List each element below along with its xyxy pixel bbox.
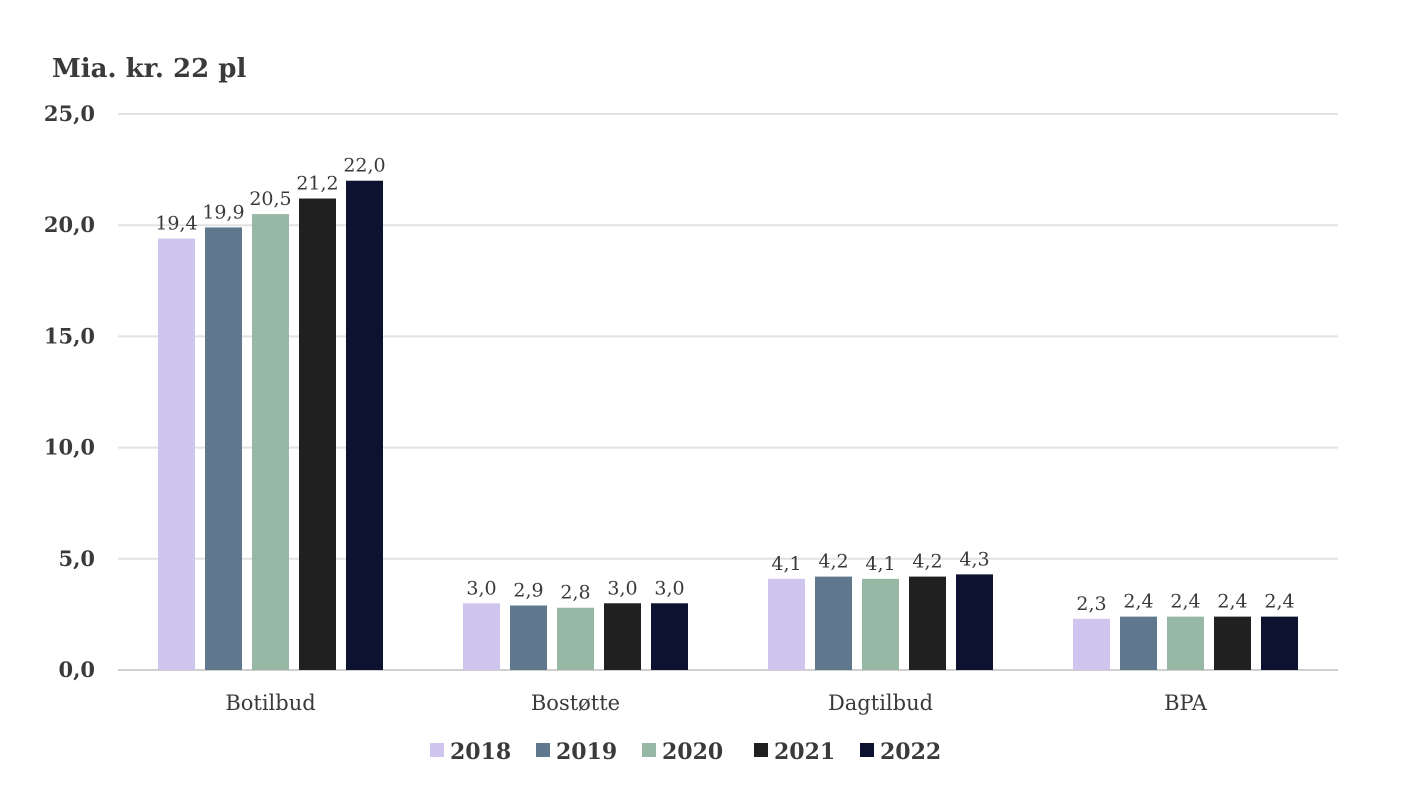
legend-label: 2021 bbox=[774, 739, 835, 765]
data-label: 2,3 bbox=[1076, 593, 1106, 615]
bar bbox=[463, 603, 500, 670]
data-label: 19,9 bbox=[202, 201, 244, 223]
bar bbox=[299, 198, 336, 670]
bar bbox=[1167, 616, 1204, 670]
bar bbox=[1073, 618, 1110, 670]
bar bbox=[158, 238, 195, 670]
x-tick-label: Bostøtte bbox=[531, 691, 620, 715]
bar bbox=[205, 227, 242, 670]
legend-label: 2022 bbox=[880, 739, 941, 765]
y-tick-label: 15,0 bbox=[44, 323, 95, 348]
x-tick-label: Botilbud bbox=[225, 691, 315, 715]
data-label: 4,2 bbox=[912, 551, 942, 573]
y-tick-label: 20,0 bbox=[44, 212, 95, 237]
data-label: 2,4 bbox=[1217, 591, 1247, 613]
bar bbox=[1261, 616, 1298, 670]
data-label: 4,2 bbox=[818, 551, 848, 573]
legend-swatch bbox=[754, 743, 768, 757]
bar bbox=[510, 605, 547, 670]
data-label: 20,5 bbox=[249, 188, 291, 210]
data-label: 4,1 bbox=[771, 553, 801, 575]
legend-swatch bbox=[642, 743, 656, 757]
legend-label: 2020 bbox=[662, 739, 723, 765]
bar bbox=[604, 603, 641, 670]
y-axis: 0,0 5,0 10,0 15,0 20,0 25,0 bbox=[44, 101, 95, 682]
legend-label: 2018 bbox=[450, 739, 511, 765]
data-label: 2,4 bbox=[1123, 591, 1153, 613]
data-label: 22,0 bbox=[343, 155, 385, 177]
bar bbox=[815, 576, 852, 670]
y-tick-label: 10,0 bbox=[44, 435, 95, 460]
bars bbox=[158, 180, 1298, 670]
bar bbox=[909, 576, 946, 670]
data-label: 2,4 bbox=[1170, 591, 1200, 613]
bar bbox=[557, 607, 594, 670]
bar bbox=[956, 574, 993, 670]
data-label: 3,0 bbox=[466, 577, 496, 599]
data-label: 2,4 bbox=[1264, 591, 1294, 613]
legend-swatch bbox=[430, 743, 444, 757]
data-label: 2,8 bbox=[560, 582, 590, 604]
y-axis-unit-label: Mia. kr. 22 pl bbox=[52, 54, 247, 84]
x-axis: Botilbud Bostøtte Dagtilbud BPA bbox=[225, 691, 1207, 715]
legend-swatch bbox=[860, 743, 874, 757]
x-tick-label: Dagtilbud bbox=[828, 691, 933, 715]
data-label: 4,3 bbox=[959, 548, 989, 570]
data-labels: 19,419,920,521,222,0 3,0 2,9 2,8 3,0 3,0 4,1 4,… bbox=[155, 155, 1294, 615]
bar bbox=[1120, 616, 1157, 670]
data-label: 21,2 bbox=[296, 173, 338, 195]
bar bbox=[651, 603, 688, 670]
data-label: 4,1 bbox=[865, 553, 895, 575]
bar bbox=[862, 578, 899, 670]
legend: 2018 2019 2020 2021 2022 bbox=[430, 739, 941, 765]
data-label: 19,4 bbox=[155, 213, 197, 235]
y-tick-label: 5,0 bbox=[58, 546, 95, 571]
legend-swatch bbox=[536, 743, 550, 757]
bar bbox=[768, 578, 805, 670]
data-label: 3,0 bbox=[607, 577, 637, 599]
bar bbox=[1214, 616, 1251, 670]
data-label: 3,0 bbox=[654, 577, 684, 599]
bar bbox=[346, 180, 383, 670]
y-tick-label: 0,0 bbox=[58, 657, 95, 682]
legend-label: 2019 bbox=[556, 739, 617, 765]
x-tick-label: BPA bbox=[1164, 691, 1208, 715]
y-tick-label: 25,0 bbox=[44, 101, 95, 126]
bar bbox=[252, 214, 289, 670]
data-label: 2,9 bbox=[513, 580, 543, 602]
